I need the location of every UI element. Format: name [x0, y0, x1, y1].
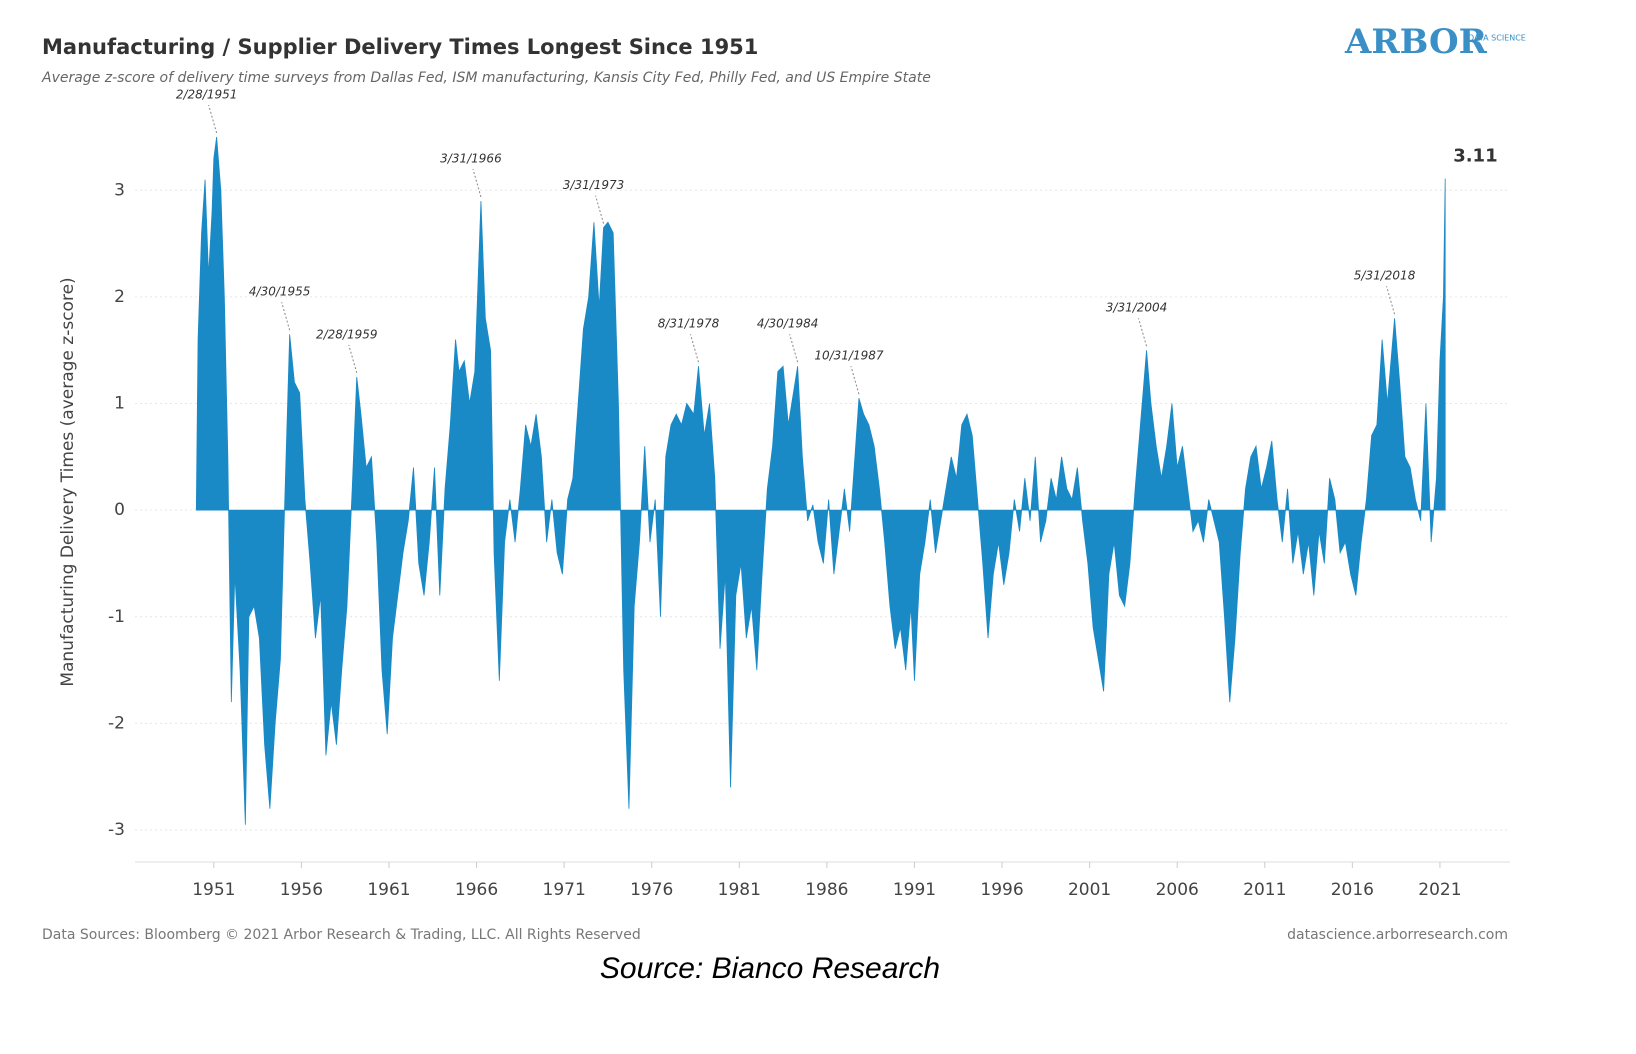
annotation: 3/31/1966: [440, 151, 502, 165]
annotation-leader: [1386, 286, 1396, 315]
x-tick-label: 2016: [1331, 880, 1374, 900]
x-tick-label: 1961: [367, 880, 410, 900]
x-tick-label: 1966: [455, 880, 498, 900]
logo: ARBOR: [1344, 22, 1488, 62]
annotation: 5/31/2018: [1354, 269, 1416, 283]
annotation: 2/28/1951: [176, 87, 238, 101]
y-tick-label: 0: [114, 500, 125, 520]
annotation: 10/31/1987: [814, 349, 884, 363]
annotation: 2/28/1959: [316, 327, 378, 341]
x-tick-label: 2001: [1068, 880, 1111, 900]
area: [195, 136, 1446, 825]
annotation-leader: [850, 366, 860, 395]
annotation-leader: [1138, 318, 1148, 347]
x-tick-label: 1986: [805, 880, 848, 900]
source: Source: Bianco Research: [600, 952, 940, 985]
annotation: 4/30/1984: [757, 317, 819, 331]
y-tick-label: 3: [114, 180, 125, 200]
annotation: 4/30/1955: [249, 285, 311, 299]
x-tick-label: 2006: [1156, 880, 1199, 900]
y-tick-label: -1: [108, 607, 125, 627]
annotation-leader: [348, 344, 358, 374]
y-tick-label: 2: [114, 287, 125, 307]
x-tick-label: 1996: [980, 880, 1023, 900]
annotation-leader: [789, 334, 799, 363]
x-tick-label: 2011: [1243, 880, 1286, 900]
x-tick-label: 1976: [630, 880, 673, 900]
chart-subtitle: Average z-score of delivery time surveys…: [41, 70, 931, 86]
annotation-leader: [208, 104, 218, 134]
value-label: 3.11: [1453, 146, 1497, 167]
y-tick-label: -3: [108, 820, 125, 840]
annotation-leader: [690, 334, 699, 363]
x-tick-label: 2021: [1418, 880, 1461, 900]
x-tick-label: 1991: [893, 880, 936, 900]
annotation: 3/31/1973: [563, 178, 625, 192]
footer-left: Data Sources: Bloomberg © 2021 Arbor Res…: [42, 927, 641, 943]
logo-sub: DATA SCIENCE: [1468, 34, 1526, 43]
annotation-leader: [595, 195, 605, 224]
x-tick-label: 1956: [280, 880, 323, 900]
y-tick-label: -2: [108, 713, 125, 733]
x-tick-label: 1971: [543, 880, 586, 900]
annotation: 8/31/1978: [658, 317, 720, 331]
x-tick-label: 1951: [192, 880, 235, 900]
y-tick-label: 1: [114, 394, 125, 414]
y-axis-label: Manufacturing Delivery Times (average z-…: [58, 277, 78, 686]
annotation-leader: [472, 168, 482, 198]
footer-right: datascience.arborresearch.com: [1287, 927, 1508, 943]
annotation-leader: [281, 302, 291, 331]
annotation: 3/31/2004: [1106, 301, 1168, 315]
chart-title: Manufacturing / Supplier Delivery Times …: [42, 35, 758, 59]
x-tick-label: 1981: [718, 880, 761, 900]
